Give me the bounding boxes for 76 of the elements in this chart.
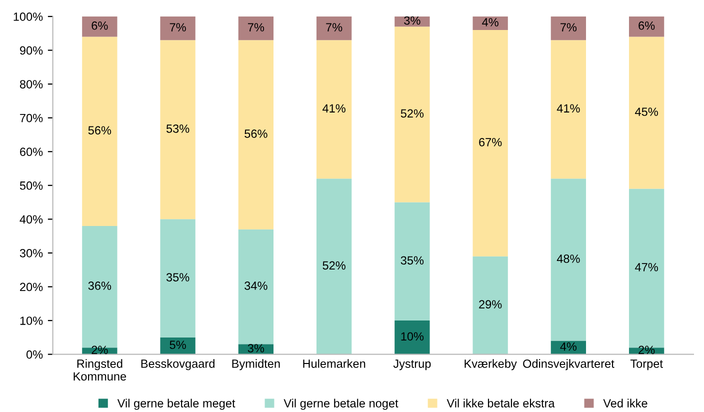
y-tick-label: 90%	[20, 46, 43, 55]
bar	[160, 16, 196, 40]
data-label: 5%	[170, 340, 186, 350]
bar	[160, 337, 196, 354]
bar	[394, 320, 430, 354]
data-label: 52%	[400, 109, 424, 118]
data-label: 45%	[635, 108, 658, 116]
data-label: 52%	[322, 261, 346, 270]
data-label: 2%	[92, 346, 108, 354]
x-tick-label: Torpet	[630, 360, 663, 370]
bar	[394, 26, 430, 202]
data-label: 48%	[556, 254, 580, 263]
x-tick-label: Ringsted Kommune	[74, 359, 126, 381]
data-label: 10%	[401, 332, 424, 341]
bar	[472, 30, 508, 256]
bar	[82, 16, 118, 37]
legend-label: Vil gerne betale noget	[284, 398, 398, 410]
bar	[160, 219, 196, 338]
bar	[550, 16, 586, 40]
bar	[628, 16, 664, 37]
bar	[238, 16, 274, 40]
data-label: 67%	[479, 138, 502, 146]
data-label: 41%	[556, 104, 580, 113]
y-tick-label: 0%	[26, 350, 43, 359]
x-tick-label: Odinsvejkvarteret	[523, 359, 614, 370]
y-tick-label: 100%	[14, 12, 43, 21]
data-label: 35%	[166, 273, 190, 282]
legend-label: Ved ikke	[603, 398, 648, 408]
bar	[472, 16, 508, 30]
data-label: 7%	[248, 23, 264, 32]
y-tick-label: 70%	[20, 114, 43, 122]
bar	[628, 36, 664, 189]
x-tick-label: Jystrup	[393, 360, 431, 370]
data-label: 34%	[244, 282, 268, 290]
y-tick-label: 80%	[20, 80, 43, 88]
data-label: 3%	[248, 344, 264, 352]
y-tick-label: 50%	[20, 181, 43, 190]
bar	[316, 178, 352, 354]
data-label: 35%	[400, 256, 424, 265]
data-label: 56%	[88, 126, 112, 135]
data-label: 29%	[479, 300, 502, 308]
data-label: 47%	[635, 263, 658, 272]
bar	[316, 40, 352, 179]
data-label: 6%	[638, 21, 655, 30]
bar	[82, 36, 118, 226]
y-tick-label: 20%	[20, 282, 43, 292]
data-label: 3%	[404, 16, 420, 25]
y-tick-label: 30%	[20, 249, 43, 258]
y-tick-label: 10%	[20, 316, 43, 325]
bar	[160, 40, 196, 220]
data-label: 4%	[482, 18, 498, 26]
bar	[238, 40, 274, 230]
legend-label: Vil ikke betale ekstra	[446, 398, 555, 408]
data-label: 7%	[560, 23, 577, 32]
legend-label: Vil gerne betale meget	[117, 398, 236, 410]
x-tick-label: Kværkeby	[464, 359, 517, 370]
data-label: 4%	[560, 342, 577, 351]
data-label: 7%	[326, 23, 342, 32]
x-tick-label: Hulemarken	[303, 359, 366, 368]
data-label: 7%	[170, 23, 186, 32]
bar	[550, 40, 586, 179]
x-tick-label: Besskovgaard	[141, 359, 214, 370]
data-label: 36%	[88, 282, 112, 290]
bar	[316, 16, 352, 40]
x-tick-label: Bymidten	[232, 359, 280, 370]
data-label: 2%	[638, 346, 655, 354]
bar	[238, 229, 274, 344]
bar	[550, 178, 586, 341]
data-label: 41%	[322, 104, 346, 113]
y-tick-label: 40%	[20, 215, 43, 224]
bar	[472, 256, 508, 354]
data-label: 53%	[166, 124, 190, 133]
bar	[394, 202, 430, 321]
y-tick-label: 60%	[20, 148, 43, 156]
data-label: 56%	[244, 130, 268, 138]
data-label: 6%	[92, 21, 108, 30]
